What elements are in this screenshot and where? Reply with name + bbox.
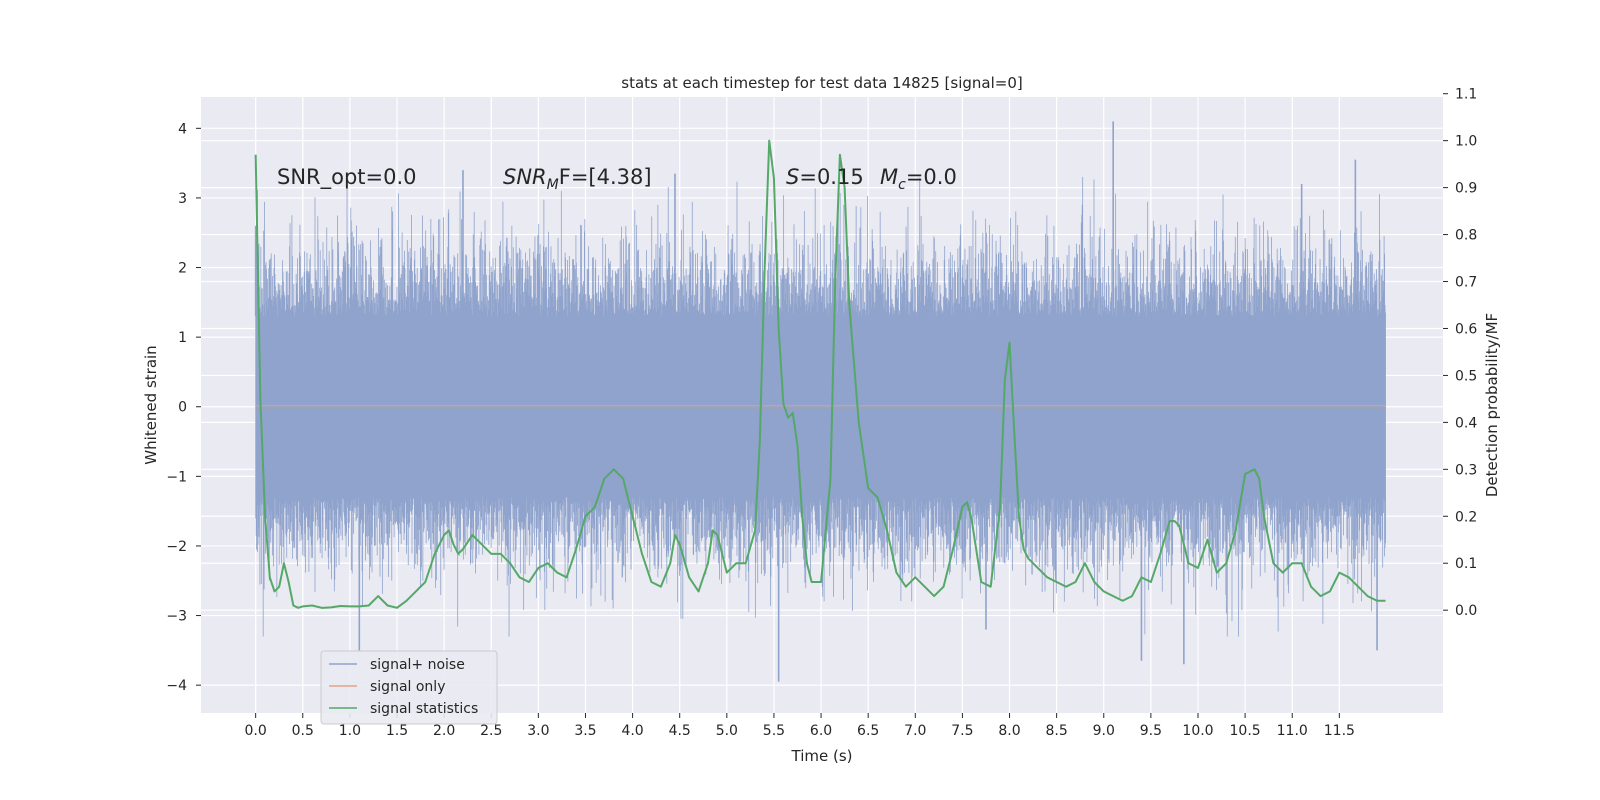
x-tick-label: 6.5 xyxy=(857,723,879,739)
y-tick-label: 2 xyxy=(178,261,187,277)
y-axis-ticks: −4 −3 −2 −1 0 1 2 3 4 xyxy=(166,121,201,694)
x-tick-label: 11.0 xyxy=(1277,723,1308,739)
y2-tick-label: 0.2 xyxy=(1455,509,1477,525)
x-tick-label: 1.0 xyxy=(339,723,361,739)
x-tick-label: 8.5 xyxy=(1046,723,1068,739)
y-tick-label: −3 xyxy=(166,609,187,625)
signal-noise-series xyxy=(254,121,1386,682)
x-tick-label: 3.0 xyxy=(527,723,549,739)
y2-tick-label: 0.1 xyxy=(1455,556,1477,572)
legend: signal+ noise signal only signal statist… xyxy=(320,650,498,725)
annotation-snr-opt: SNR_opt=0.0 xyxy=(277,165,417,190)
x-tick-label: 0.5 xyxy=(292,723,314,739)
y2-tick-label: 0.9 xyxy=(1455,181,1477,197)
x-tick-label: 10.0 xyxy=(1182,723,1213,739)
y2-axis-title: Detection probability/MF xyxy=(1483,313,1501,497)
mc-value: =0.0 xyxy=(906,165,957,189)
signal-statistics-line xyxy=(254,139,1386,609)
s-value: =0.15 xyxy=(799,165,863,189)
x-tick-label: 4.0 xyxy=(621,723,643,739)
x-axis-title: Time (s) xyxy=(791,747,853,765)
snr-mf-symbol: SNR xyxy=(503,165,547,189)
y2-tick-label: 0.3 xyxy=(1455,462,1477,478)
y2-tick-label: 0.8 xyxy=(1455,228,1477,244)
s-symbol: S xyxy=(786,165,799,189)
y-tick-label: −2 xyxy=(166,539,187,555)
y-tick-label: −4 xyxy=(166,678,187,694)
signal-only-series xyxy=(255,405,1386,409)
noise-trace xyxy=(255,177,1386,637)
y-tick-label: −1 xyxy=(166,469,187,485)
legend-label-signal-only: signal only xyxy=(370,679,445,695)
snr-mf-value: F=[4.38] xyxy=(559,165,652,189)
y2-axis-ticks: 0.0 0.1 0.2 0.3 0.4 0.5 0.6 0.7 0.8 0.9 1.0 1.1 xyxy=(1443,87,1477,619)
x-tick-label: 2.5 xyxy=(480,723,502,739)
x-tick-label: 10.5 xyxy=(1230,723,1261,739)
x-tick-label: 5.0 xyxy=(716,723,738,739)
chart-title: stats at each timestep for test data 148… xyxy=(621,74,1022,92)
x-tick-label: 2.0 xyxy=(433,723,455,739)
signal-statistics-series xyxy=(254,139,1386,609)
x-tick-label: 4.5 xyxy=(669,723,691,739)
legend-label-signal-noise: signal+ noise xyxy=(370,657,465,673)
mc-subscript: c xyxy=(898,177,906,193)
y2-tick-label: 0.0 xyxy=(1455,603,1477,619)
legend-box xyxy=(320,650,498,725)
x-tick-label: 11.5 xyxy=(1324,723,1355,739)
x-tick-label: 3.5 xyxy=(574,723,596,739)
snr-mf-subscript: M xyxy=(547,177,559,193)
legend-label-signal-statistics: signal statistics xyxy=(370,701,478,717)
annotation-mc: Mc=0.0 xyxy=(880,165,957,193)
y-tick-label: 4 xyxy=(178,121,187,137)
x-tick-label: 7.5 xyxy=(951,723,973,739)
y-tick-label: 1 xyxy=(178,330,187,346)
annotation-snr-mf: SNRMF=[4.38] xyxy=(503,165,652,193)
y2-tick-label: 0.4 xyxy=(1455,415,1477,431)
annotation-s: S=0.15 xyxy=(786,165,864,189)
y2-tick-label: 1.1 xyxy=(1455,87,1477,103)
x-tick-label: 0.0 xyxy=(245,723,267,739)
y-tick-label: 0 xyxy=(178,400,187,416)
mc-symbol: M xyxy=(880,165,898,189)
y-tick-label: 3 xyxy=(178,191,187,207)
y2-tick-label: 0.7 xyxy=(1455,275,1477,291)
x-tick-label: 6.0 xyxy=(810,723,832,739)
x-tick-label: 1.5 xyxy=(386,723,408,739)
x-tick-label: 5.5 xyxy=(763,723,785,739)
y2-tick-label: 0.6 xyxy=(1455,321,1477,337)
x-tick-label: 9.5 xyxy=(1140,723,1162,739)
y-axis-title: Whitened strain xyxy=(142,345,160,464)
x-tick-label: 7.0 xyxy=(904,723,926,739)
x-tick-label: 9.0 xyxy=(1093,723,1115,739)
y2-tick-label: 0.5 xyxy=(1455,368,1477,384)
x-axis-ticks: 0.0 0.5 1.0 1.5 2.0 2.5 3.0 3.5 4.0 4.5 5.0 5.5 6.0 6… xyxy=(245,713,1355,739)
x-tick-label: 8.0 xyxy=(998,723,1020,739)
y2-tick-label: 1.0 xyxy=(1455,134,1477,150)
